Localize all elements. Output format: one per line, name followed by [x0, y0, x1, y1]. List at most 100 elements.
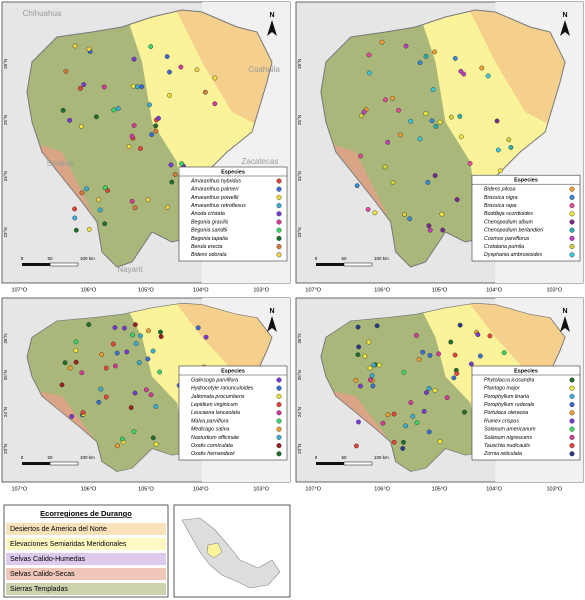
scale-bar: [316, 462, 344, 465]
occurrence-dot: [73, 347, 79, 353]
scale-label: 100 km: [80, 256, 95, 261]
species-name: Bidens pilosa: [484, 187, 516, 193]
species-name: Dysphania ambrosioides: [484, 252, 542, 258]
lon-label: 104°O: [486, 486, 502, 492]
species-name: Amaranthus powellii: [190, 195, 239, 201]
occurrence-dot: [69, 414, 75, 419]
species-name: Plantago major: [484, 386, 520, 392]
occurrence-dot: [454, 371, 460, 376]
lat-label: 23°N: [3, 444, 8, 454]
occurrence-dot: [497, 168, 503, 174]
species-symbol: [276, 186, 282, 192]
occurrence-dot: [366, 339, 372, 345]
eco-band: [6, 553, 166, 565]
scale-label: 0: [315, 455, 318, 460]
occurrence-dot: [78, 85, 83, 91]
occurrence-dot: [402, 212, 407, 217]
occurrence-dot: [437, 119, 443, 125]
lon-label: 105°O: [138, 287, 154, 293]
scale-label: 0: [315, 256, 318, 261]
occurrence-dot: [390, 180, 396, 185]
occurrence-dot: [403, 423, 409, 429]
species-name: Amaranthus retroflexus: [190, 203, 246, 209]
occurrence-dot: [366, 70, 372, 76]
occurrence-dot: [417, 136, 423, 142]
species-name: Berula erecta: [191, 244, 223, 250]
occurrence-dot: [380, 420, 386, 426]
occurrence-dot: [67, 117, 73, 123]
lon-label: 107°O: [305, 287, 321, 293]
occurrence-dot: [103, 365, 109, 371]
species-legend: [471, 174, 581, 262]
occurrence-dot: [148, 44, 154, 49]
scale-label: 100 km: [374, 455, 389, 460]
occurrence-dot: [157, 369, 163, 375]
species-name: Crotalaria pumila: [484, 244, 524, 250]
species-name: Solanum nigrescens: [484, 435, 532, 441]
species-symbol: [276, 434, 282, 440]
occurrence-dot: [391, 411, 397, 417]
occurrence-dot: [102, 221, 108, 227]
species-name: Amaranthus hybridus: [190, 178, 241, 184]
legend-title: Especies: [221, 169, 245, 175]
occurrence-dot: [143, 387, 149, 393]
north-label: N: [269, 308, 274, 315]
occurrence-dot: [126, 144, 132, 149]
scale-label: 0: [21, 256, 24, 261]
species-symbol: [569, 186, 575, 192]
species-symbol: [569, 211, 575, 217]
lon-label: 103°O: [253, 287, 269, 293]
occurrence-dot: [391, 439, 397, 445]
occurrence-dot: [356, 419, 361, 425]
state-label: Sinaloa: [47, 159, 74, 168]
occurrence-dot: [397, 132, 403, 138]
species-name: Begonia gracilis: [191, 219, 229, 225]
occurrence-dot: [148, 392, 154, 398]
occurrence-dot: [382, 164, 388, 170]
occurrence-dot: [195, 325, 201, 331]
occurrence-dot: [86, 226, 92, 232]
occurrence-dot: [369, 373, 375, 378]
state-label: Zacatecas: [242, 157, 279, 166]
scale-bar: [49, 461, 79, 466]
occurrence-dot: [115, 106, 121, 111]
lat-label: 25°N: [3, 370, 8, 380]
occurrence-dot: [129, 133, 135, 139]
occurrence-dot: [131, 56, 137, 62]
state-label: Chihuahua: [23, 9, 62, 18]
occurrence-dot: [149, 132, 155, 137]
occurrence-dot: [429, 118, 435, 124]
occurrence-dot: [132, 322, 138, 328]
occurrence-dot: [458, 134, 464, 140]
lat-label: 23°N: [3, 227, 8, 237]
occurrence-dot: [353, 377, 359, 383]
occurrence-dot: [361, 109, 367, 115]
occurrence-dot: [131, 123, 137, 128]
eco-name: Desiertos de America del Norte: [10, 526, 107, 533]
species-symbol: [569, 434, 575, 440]
occurrence-dot: [424, 390, 429, 395]
occurrence-dot: [365, 207, 371, 212]
occurrence-dot: [475, 332, 481, 337]
occurrence-dot: [457, 113, 463, 119]
species-symbol: [569, 402, 575, 408]
species-symbol: [569, 219, 575, 225]
occurrence-dot: [212, 75, 218, 81]
species-name: Oxalis hernandezii: [191, 451, 235, 457]
occurrence-dot: [124, 349, 130, 355]
lon-label: 105°O: [138, 486, 154, 492]
occurrence-dot: [379, 39, 385, 45]
species-name: Chenopodium berlandieri: [484, 228, 544, 234]
occurrence-dot: [110, 341, 116, 347]
occurrence-dot: [407, 216, 413, 222]
occurrence-dot: [136, 360, 142, 366]
occurrence-dot: [84, 186, 89, 192]
lat-label: 25°N: [3, 115, 8, 125]
occurrence-dot: [114, 350, 120, 356]
occurrence-dot: [421, 408, 427, 414]
occurrence-dot: [72, 215, 78, 221]
species-symbol: [276, 426, 282, 432]
occurrence-dot: [353, 443, 359, 449]
occurrence-dot: [479, 65, 485, 71]
